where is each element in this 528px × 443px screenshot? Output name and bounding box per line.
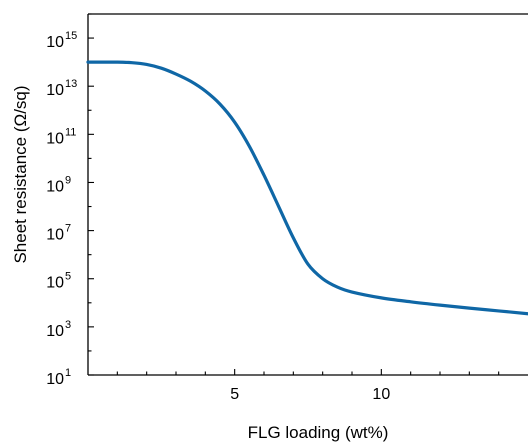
y-tick-label: 10 — [46, 82, 64, 99]
y-tick-exponent: 9 — [65, 174, 71, 186]
y-tick-label: 10 — [46, 371, 64, 388]
x-tick-label: 5 — [230, 386, 239, 403]
y-tick-label: 10 — [46, 178, 64, 195]
y-tick-exponent: 3 — [65, 319, 71, 331]
y-axis-title: Sheet resistance (Ω/sq) — [11, 85, 30, 263]
y-tick-label: 10 — [46, 34, 64, 51]
x-tick-label: 10 — [372, 386, 390, 403]
series — [86, 60, 528, 316]
y-tick-label: 10 — [46, 227, 64, 244]
y-tick-exponent: 7 — [65, 223, 71, 235]
y-tick-exponent: 1 — [65, 367, 71, 379]
y-tick-exponent: 13 — [65, 78, 77, 90]
series-line — [86, 60, 528, 316]
y-tick-exponent: 11 — [65, 126, 76, 138]
x-axis-title: FLG loading (wt%) — [248, 423, 389, 442]
y-tick-label: 10 — [46, 275, 64, 292]
axes — [87, 13, 528, 376]
y-tick-exponent: 15 — [65, 30, 77, 42]
y-tick-label: 10 — [46, 323, 64, 340]
y-tick-label: 10 — [46, 130, 64, 147]
y-tick-exponent: 5 — [65, 271, 71, 283]
